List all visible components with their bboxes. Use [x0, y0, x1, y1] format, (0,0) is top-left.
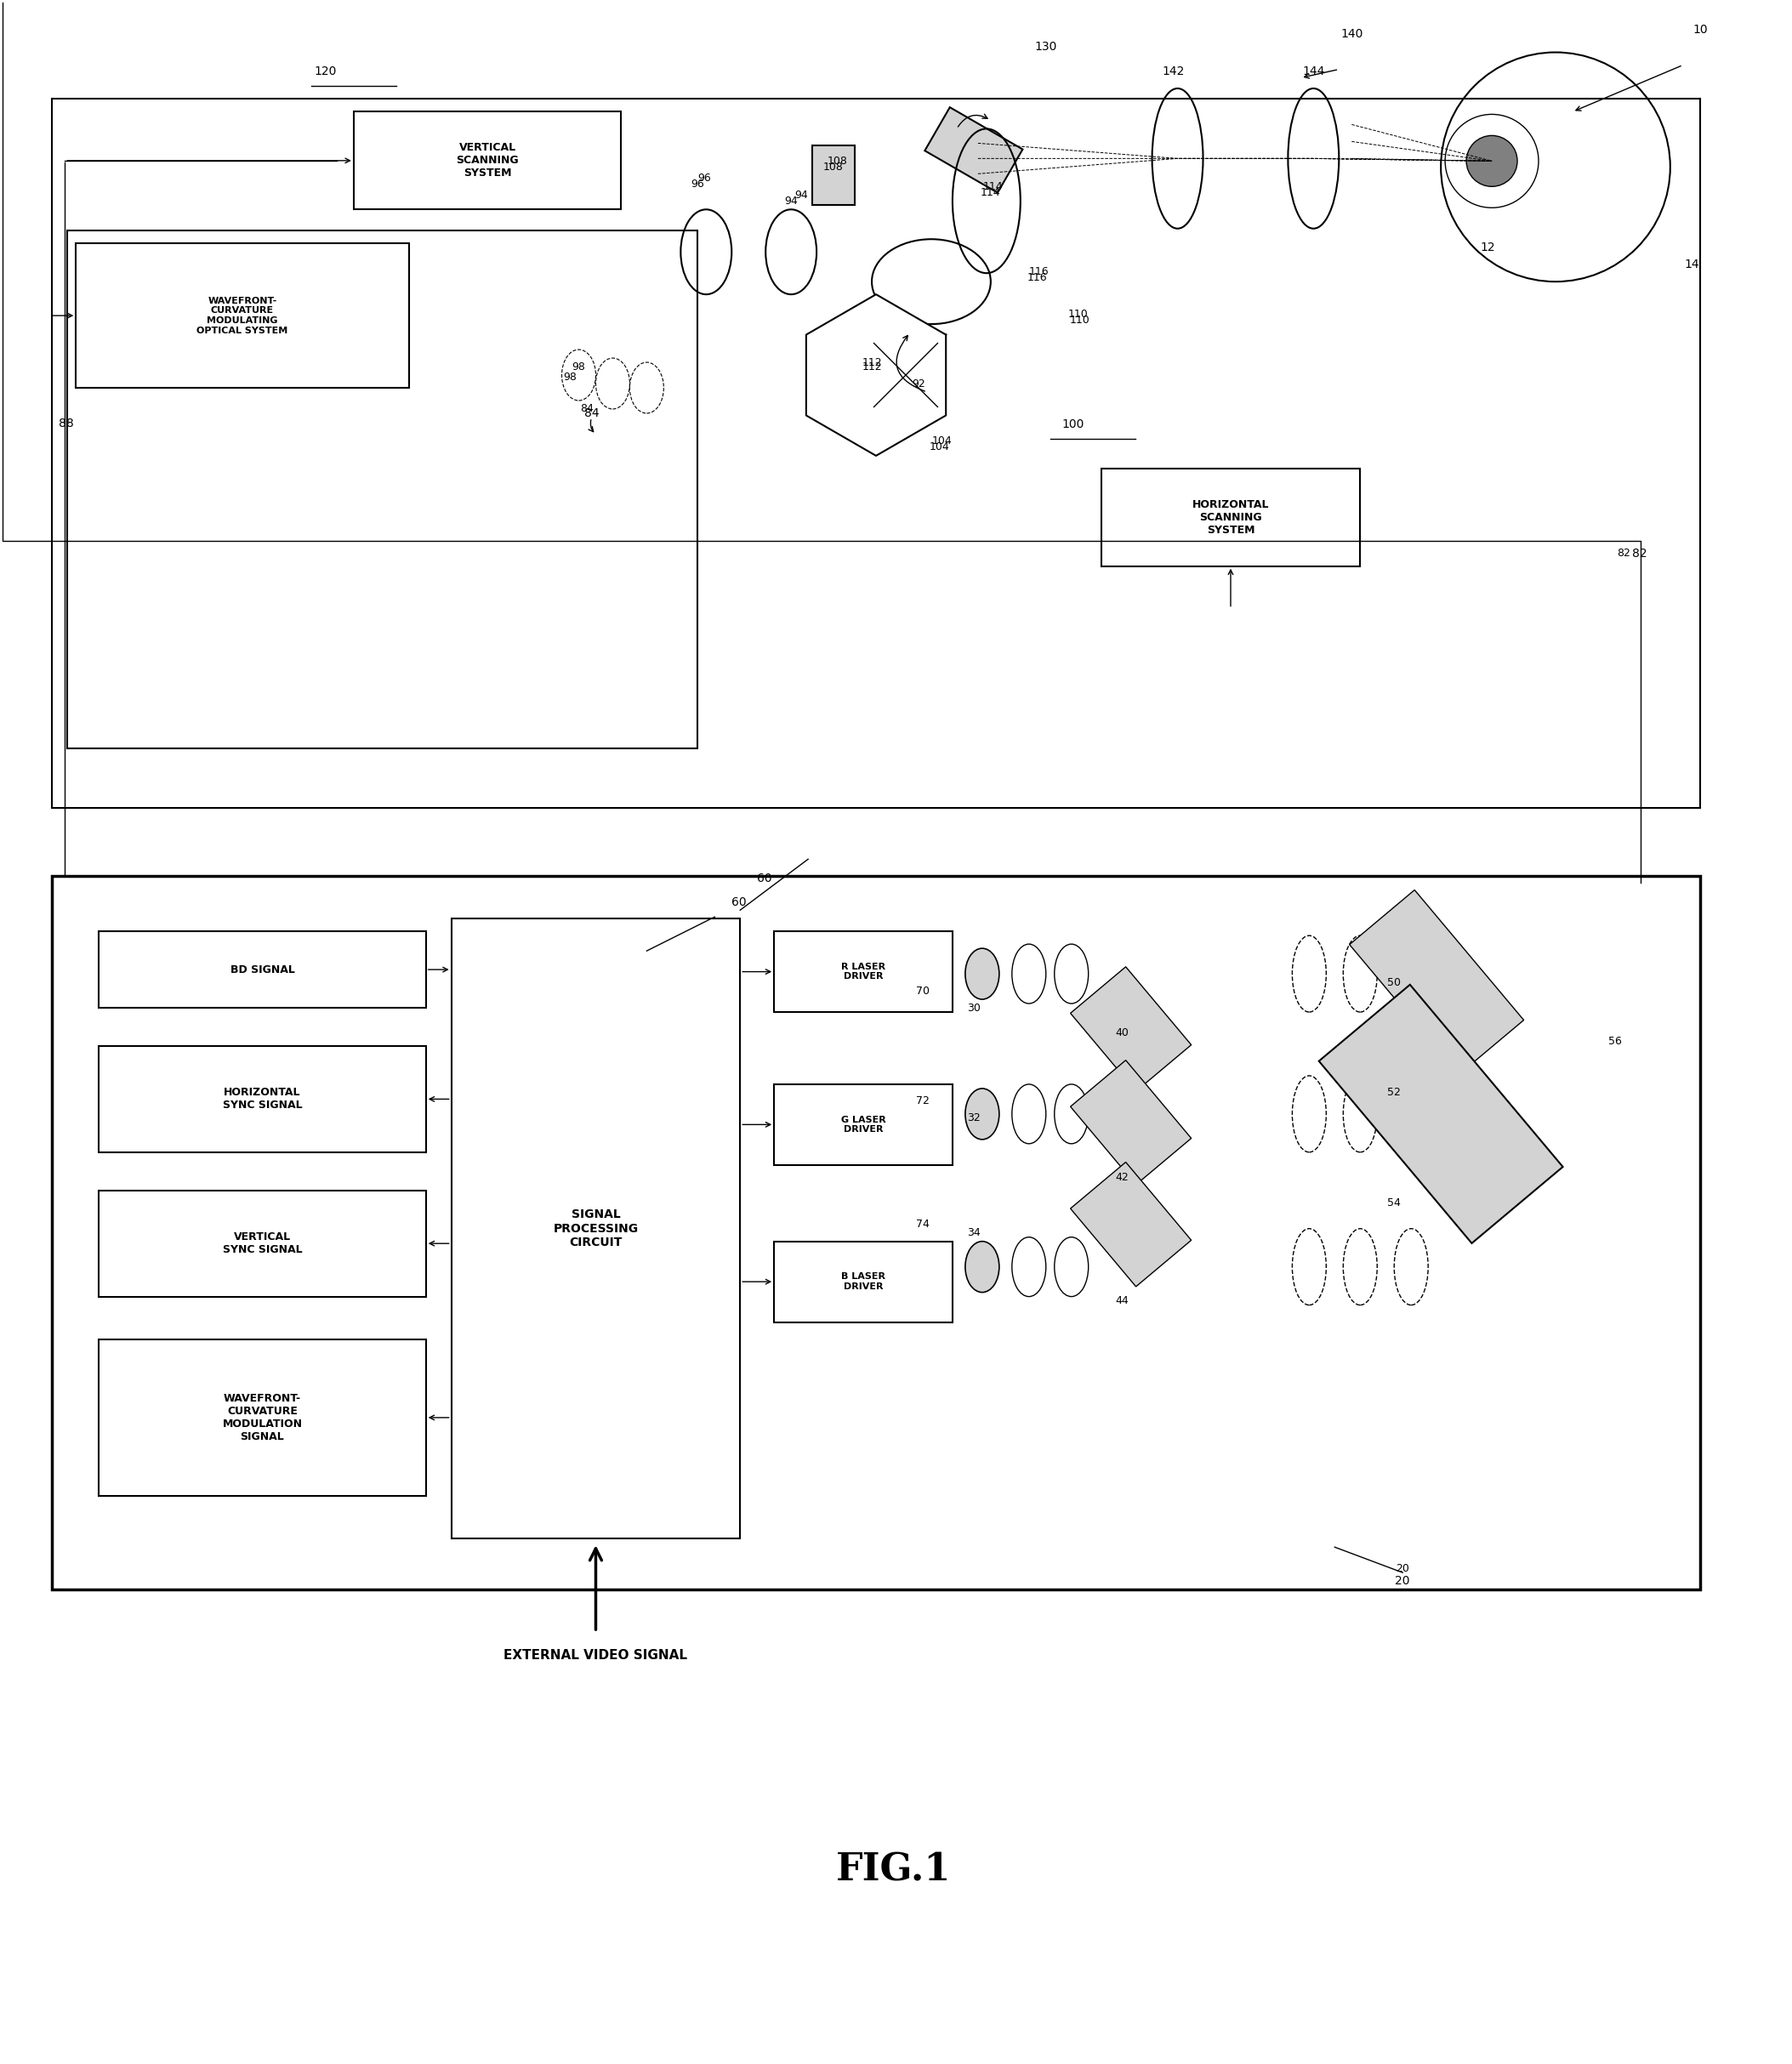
Text: 32: 32 [968, 1112, 980, 1123]
Text: 98: 98 [563, 372, 577, 382]
Text: 44: 44 [1116, 1296, 1129, 1307]
Text: 112: 112 [862, 357, 882, 367]
Text: 52: 52 [1387, 1088, 1401, 1098]
Text: 10: 10 [1692, 23, 1708, 35]
Bar [774, 931, 953, 1011]
Bar [452, 918, 740, 1538]
Text: 20: 20 [1396, 1575, 1410, 1587]
Text: 142: 142 [1161, 66, 1185, 78]
Text: 84: 84 [581, 402, 593, 415]
Text: VERTICAL
SYNC SIGNAL: VERTICAL SYNC SIGNAL [222, 1232, 303, 1255]
Bar [774, 1240, 953, 1323]
Text: 74: 74 [916, 1220, 930, 1230]
Text: 72: 72 [916, 1096, 930, 1106]
Text: 104: 104 [932, 436, 952, 446]
Text: SIGNAL
PROCESSING
CIRCUIT: SIGNAL PROCESSING CIRCUIT [554, 1210, 638, 1249]
Bar [774, 1084, 953, 1164]
Bar [1070, 966, 1192, 1092]
Text: 30: 30 [968, 1003, 980, 1013]
Text: 82: 82 [1616, 547, 1631, 559]
Text: EXTERNAL VIDEO SIGNAL: EXTERNAL VIDEO SIGNAL [504, 1649, 688, 1662]
Bar [1100, 469, 1360, 566]
Bar [1070, 1061, 1192, 1185]
Text: 116: 116 [1029, 266, 1048, 277]
Text: 42: 42 [1116, 1172, 1129, 1183]
Ellipse shape [966, 1088, 1000, 1139]
Text: 12: 12 [1480, 241, 1495, 254]
Bar [353, 111, 622, 208]
Text: 116: 116 [1027, 272, 1048, 283]
Text: 140: 140 [1340, 27, 1364, 39]
Text: 144: 144 [1303, 66, 1324, 78]
Ellipse shape [966, 947, 1000, 999]
FancyBboxPatch shape [925, 107, 1023, 192]
Text: 50: 50 [1387, 976, 1401, 989]
Text: 104: 104 [930, 442, 950, 452]
Text: 56: 56 [1607, 1036, 1622, 1046]
Bar [75, 244, 409, 388]
Text: 84: 84 [584, 407, 599, 419]
Text: 108: 108 [828, 155, 848, 167]
Bar [99, 1340, 426, 1496]
Text: 108: 108 [823, 161, 844, 173]
Text: 20: 20 [1396, 1562, 1409, 1575]
Bar [52, 99, 1701, 809]
Text: FIG.1: FIG.1 [835, 1851, 950, 1889]
Text: 110: 110 [1068, 308, 1088, 320]
Text: 96: 96 [692, 178, 704, 190]
Text: 98: 98 [572, 361, 586, 372]
Polygon shape [806, 295, 946, 456]
Bar [1070, 1162, 1192, 1286]
Text: R LASER
DRIVER: R LASER DRIVER [840, 962, 885, 980]
Bar [99, 1191, 426, 1296]
Bar [99, 1046, 426, 1152]
Text: 94: 94 [785, 196, 797, 206]
Text: 96: 96 [697, 173, 711, 184]
Text: 34: 34 [968, 1228, 980, 1238]
Text: WAVEFRONT-
CURVATURE
MODULATION
SIGNAL: WAVEFRONT- CURVATURE MODULATION SIGNAL [222, 1393, 303, 1443]
Text: 94: 94 [794, 190, 808, 200]
Bar [68, 231, 697, 749]
Ellipse shape [966, 1240, 1000, 1292]
Bar [1349, 890, 1523, 1075]
Bar [1319, 985, 1563, 1243]
Circle shape [1466, 136, 1518, 186]
Text: 120: 120 [314, 66, 337, 78]
Text: 82: 82 [1633, 547, 1647, 559]
Text: 130: 130 [1034, 41, 1057, 52]
Text: WAVEFRONT-
CURVATURE
MODULATING
OPTICAL SYSTEM: WAVEFRONT- CURVATURE MODULATING OPTICAL … [197, 297, 289, 334]
Bar [52, 875, 1701, 1589]
Text: 60: 60 [758, 873, 772, 885]
Text: 88: 88 [59, 417, 73, 429]
Text: 54: 54 [1387, 1197, 1401, 1210]
Text: HORIZONTAL
SYNC SIGNAL: HORIZONTAL SYNC SIGNAL [222, 1088, 303, 1110]
Text: 60: 60 [731, 896, 747, 908]
Text: 70: 70 [916, 985, 930, 997]
FancyBboxPatch shape [874, 343, 937, 407]
Text: 114: 114 [984, 182, 1004, 192]
Text: 112: 112 [862, 361, 882, 372]
FancyBboxPatch shape [812, 147, 855, 204]
Text: 100: 100 [1061, 419, 1084, 429]
Text: BD SIGNAL: BD SIGNAL [229, 964, 294, 974]
Text: 40: 40 [1116, 1028, 1129, 1038]
Text: 14: 14 [1684, 258, 1699, 270]
Text: VERTICAL
SCANNING
SYSTEM: VERTICAL SCANNING SYSTEM [457, 142, 518, 180]
Text: B LASER
DRIVER: B LASER DRIVER [840, 1273, 885, 1290]
Text: HORIZONTAL
SCANNING
SYSTEM: HORIZONTAL SCANNING SYSTEM [1192, 499, 1269, 535]
Text: 92: 92 [912, 378, 925, 390]
Bar [99, 931, 426, 1007]
Text: G LASER
DRIVER: G LASER DRIVER [840, 1115, 885, 1133]
Bar [1349, 1026, 1523, 1212]
Text: 114: 114 [980, 188, 1000, 198]
Text: 110: 110 [1070, 314, 1090, 326]
